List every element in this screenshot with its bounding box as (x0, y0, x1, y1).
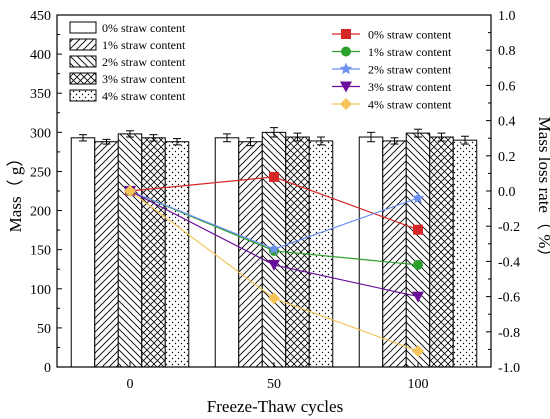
bar (452, 139, 478, 368)
series-point (413, 259, 423, 270)
bar (405, 132, 431, 368)
y-right-tick-label: 0.0 (498, 185, 516, 200)
series-point (412, 291, 424, 303)
bar (117, 133, 143, 368)
series-point (124, 185, 136, 197)
bar (238, 141, 263, 368)
bar (70, 137, 96, 368)
legend-swatch (69, 72, 97, 85)
legend-label: 3% straw content (102, 72, 186, 86)
series-point (268, 259, 280, 271)
bar (164, 141, 190, 368)
y-right-tick-label: 0.4 (498, 115, 516, 130)
legend-label: 4% straw content (102, 89, 186, 103)
bar (429, 136, 454, 368)
legend-swatch (69, 55, 97, 68)
legend-swatch (69, 89, 97, 102)
y-left-tick-label: 0 (44, 361, 51, 376)
bar (214, 137, 240, 368)
series-point (413, 224, 423, 235)
y-left-tick-label: 300 (30, 126, 51, 141)
legend-swatch (69, 21, 97, 34)
bar (94, 141, 119, 368)
legend-marker (340, 81, 352, 93)
y-left-tick-label: 350 (30, 87, 51, 102)
x-axis-title: Freeze-Thaw cycles (207, 397, 343, 416)
series-point (267, 242, 281, 255)
x-tick-label: 50 (267, 377, 281, 392)
legend-label: 2% straw content (102, 55, 186, 69)
y-right-tick-label: 1.0 (498, 9, 516, 24)
x-tick-label: 100 (408, 377, 429, 392)
y-right-tick-label: -0.6 (498, 291, 520, 306)
y-right-tick-label: -0.4 (498, 255, 520, 270)
legend-label: 1% straw content (368, 45, 452, 59)
legend-layer: 0% straw content 1% straw content 2% straw… (69, 21, 452, 112)
legend-label: 1% straw content (102, 38, 186, 52)
legend-marker (340, 98, 352, 110)
y-right-axis-title: Mass loss rate（ %） (535, 117, 550, 266)
y-right-tick-label: -0.8 (498, 326, 520, 341)
x-tick-label: 0 (127, 377, 134, 392)
y-right-tick-label: -1.0 (498, 361, 520, 376)
bars-layer (70, 127, 478, 368)
y-left-axis-title: Mass（ g） (6, 150, 25, 233)
legend-marker (341, 46, 351, 57)
bar (358, 136, 384, 368)
y-right-tick-label: 0.2 (498, 150, 516, 165)
series-point (412, 345, 424, 358)
legend-label: 4% straw content (368, 98, 452, 112)
y-right-tick-label: -0.2 (498, 220, 520, 235)
legend-label: 0% straw content (102, 21, 186, 35)
legend-label: 0% straw content (368, 28, 452, 42)
y-right-tick-label: 0.6 (498, 79, 516, 94)
axes-layer: 0 50 100 150 200 250 300 350 400 450 -1.0 -0.8 -0.6 -… (6, 9, 550, 416)
y-left-tick-label: 100 (30, 283, 51, 298)
legend-marker (339, 62, 353, 75)
series-point (268, 292, 280, 305)
y-left-tick-label: 400 (30, 48, 51, 63)
y-left-tick-label: 450 (30, 9, 51, 24)
y-left-tick-label: 250 (30, 165, 51, 180)
y-left-tick-label: 150 (30, 244, 51, 259)
y-left-tick-label: 50 (37, 322, 51, 337)
series-point (411, 191, 425, 204)
y-right-tick-label: 0.8 (498, 44, 516, 59)
legend-label: 3% straw content (368, 80, 452, 94)
legend-swatch (69, 38, 97, 51)
series-point (269, 171, 279, 182)
bar (141, 137, 166, 368)
bar (308, 140, 334, 368)
lines-layer (123, 171, 425, 358)
legend-label: 2% straw content (368, 63, 452, 77)
y-left-tick-label: 200 (30, 205, 51, 220)
legend-marker (341, 29, 351, 39)
bar (382, 140, 407, 368)
